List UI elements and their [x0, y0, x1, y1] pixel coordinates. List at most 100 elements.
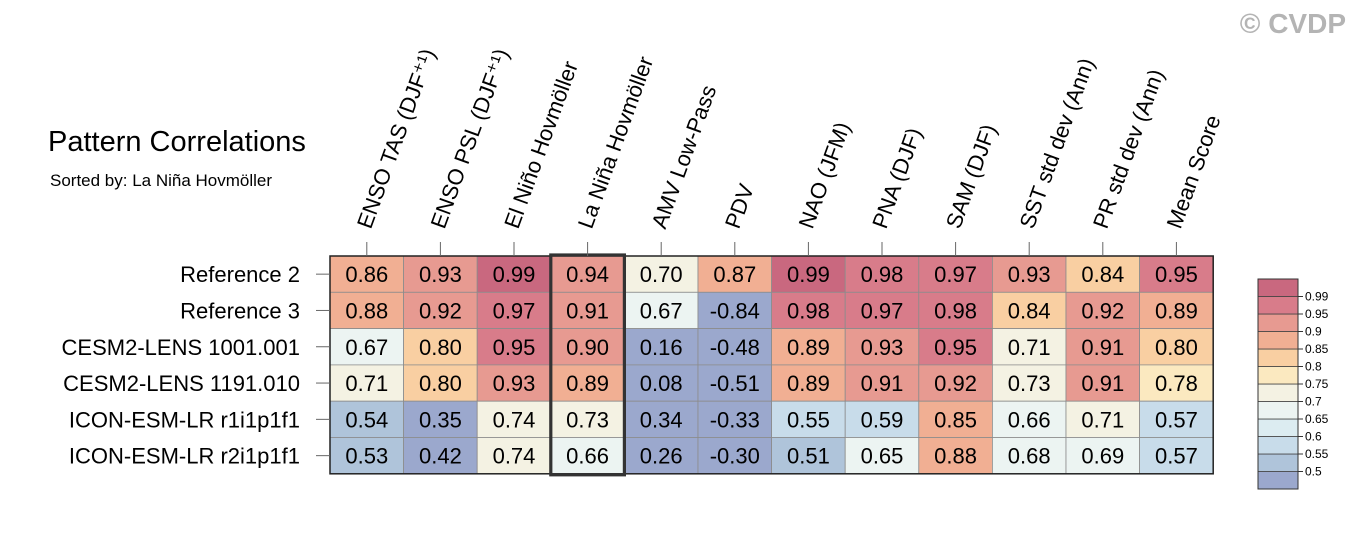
cell-value-label: 0.73 — [566, 407, 609, 432]
cell-value-label: 0.71 — [345, 371, 388, 396]
heatmap-cell — [771, 364, 846, 402]
heatmap-cell — [476, 364, 552, 402]
cell-value-label: 0.35 — [419, 407, 462, 432]
row-label: CESM2-LENS 1001.001 — [62, 335, 300, 360]
colorbar-tick-label: 0.85 — [1305, 342, 1329, 356]
cell-value-label: 0.59 — [861, 407, 904, 432]
cell-value-label: 0.97 — [493, 298, 536, 323]
cell-value-label: 0.66 — [1008, 407, 1051, 432]
heatmap-cell — [844, 400, 920, 438]
cell-value-label: 0.84 — [1081, 262, 1124, 287]
colorbar-tick-label: 0.65 — [1305, 412, 1329, 426]
cell-value-label: 0.67 — [345, 335, 388, 360]
column-label: Mean Score — [1162, 112, 1226, 232]
cell-value-label: 0.89 — [787, 371, 830, 396]
heatmap-cell — [992, 328, 1067, 366]
colorbar-swatch — [1257, 401, 1299, 420]
heatmap-cell — [403, 255, 478, 293]
heatmap-cell — [476, 328, 552, 366]
colorbar-swatch — [1257, 436, 1299, 455]
heatmap-cell — [1065, 400, 1140, 438]
cell-value-label: 0.78 — [1155, 371, 1198, 396]
heatmap-cell — [697, 291, 772, 329]
cell-value-label: 0.92 — [934, 371, 977, 396]
cell-value-label: 0.34 — [640, 407, 683, 432]
heatmap-cell — [624, 400, 699, 438]
cell-value-label: 0.98 — [934, 298, 977, 323]
colorbar-tick-label: 0.8 — [1305, 360, 1322, 374]
heatmap-cell — [329, 437, 404, 475]
row-label: CESM2-LENS 1191.010 — [63, 371, 300, 396]
cell-value-label: 0.94 — [566, 262, 609, 287]
heatmap-cell — [550, 328, 625, 366]
cell-value-label: 0.67 — [640, 298, 683, 323]
copyright-label: © CVDP — [1239, 8, 1346, 39]
cell-value-label: 0.93 — [493, 371, 536, 396]
heatmap-frame — [329, 255, 1214, 475]
cell-value-label: -0.51 — [710, 371, 760, 396]
column-label: El Niño Hovmöller — [499, 58, 583, 232]
cell-value-label: 0.70 — [640, 262, 683, 287]
chart-subtitle: Sorted by: La Niña Hovmöller — [50, 171, 273, 190]
cell-value-label: 0.66 — [566, 444, 609, 469]
cell-value-label: 0.99 — [493, 262, 536, 287]
cell-value-label: 0.93 — [1008, 262, 1051, 287]
column-label: PDV — [720, 180, 759, 231]
cell-value-label: -0.30 — [710, 444, 760, 469]
heatmap-cell — [992, 364, 1067, 402]
colorbar-swatch — [1257, 278, 1299, 297]
cell-value-label: 0.91 — [1081, 335, 1124, 360]
cell-value-label: 0.95 — [1155, 262, 1198, 287]
heatmap-cell — [1139, 400, 1214, 438]
column-label: PNA (DJF) — [867, 124, 926, 231]
heatmap-cell — [550, 437, 625, 475]
column-label: NAO (JFM) — [794, 119, 856, 232]
colorbar-tick-label: 0.99 — [1305, 290, 1329, 304]
heatmap-cell — [329, 364, 404, 402]
cell-value-label: 0.42 — [419, 444, 462, 469]
column-label: SST std dev (Ann) — [1014, 55, 1099, 232]
colorbar-swatch — [1257, 383, 1299, 402]
chart-title: Pattern Correlations — [48, 126, 306, 158]
cell-value-label: 0.68 — [1008, 444, 1051, 469]
cell-value-label: 0.88 — [345, 298, 388, 323]
colorbar-swatch — [1257, 471, 1299, 490]
column-label: ENSO TAS (DJF⁺¹) — [352, 45, 440, 231]
colorbar-tick-label: 0.9 — [1305, 325, 1322, 339]
row-label: Reference 3 — [180, 298, 300, 323]
colorbar-tick-label: 0.75 — [1305, 377, 1329, 391]
cell-value-label: 0.71 — [1081, 407, 1124, 432]
cell-value-label: 0.51 — [787, 444, 830, 469]
heatmap-cell — [918, 437, 993, 475]
cell-value-label: 0.89 — [787, 335, 830, 360]
cell-value-label: 0.95 — [493, 335, 536, 360]
cell-value-label: 0.97 — [934, 262, 977, 287]
heatmap-cell — [844, 255, 920, 293]
colorbar-swatch — [1257, 418, 1299, 437]
heatmap-cell — [624, 291, 699, 329]
cell-value-label: 0.74 — [493, 407, 536, 432]
cell-value-label: 0.89 — [1155, 298, 1198, 323]
heatmap-cell — [697, 400, 772, 438]
heatmap-cell — [329, 291, 404, 329]
heatmap-cell — [697, 437, 772, 475]
heatmap-cell — [1065, 364, 1140, 402]
row-label: ICON-ESM-LR r1i1p1f1 — [69, 407, 300, 432]
cell-value-label: 0.98 — [861, 262, 904, 287]
column-label: ENSO PSL (DJF⁺¹) — [426, 45, 514, 231]
cell-value-label: 0.74 — [493, 444, 536, 469]
column-label: La Niña Hovmöller — [573, 53, 658, 232]
cell-value-label: 0.80 — [419, 371, 462, 396]
cell-value-label: 0.93 — [419, 262, 462, 287]
cell-value-label: 0.98 — [787, 298, 830, 323]
cell-value-label: -0.84 — [710, 298, 760, 323]
cell-value-label: 0.65 — [861, 444, 904, 469]
colorbar-tick-label: 0.95 — [1305, 307, 1329, 321]
heatmap-cell — [771, 291, 846, 329]
colorbar-swatch — [1257, 453, 1299, 472]
cell-value-label: 0.71 — [1008, 335, 1051, 360]
cell-value-label: 0.93 — [861, 335, 904, 360]
cell-value-label: 0.16 — [640, 335, 683, 360]
cell-value-label: 0.57 — [1155, 407, 1198, 432]
